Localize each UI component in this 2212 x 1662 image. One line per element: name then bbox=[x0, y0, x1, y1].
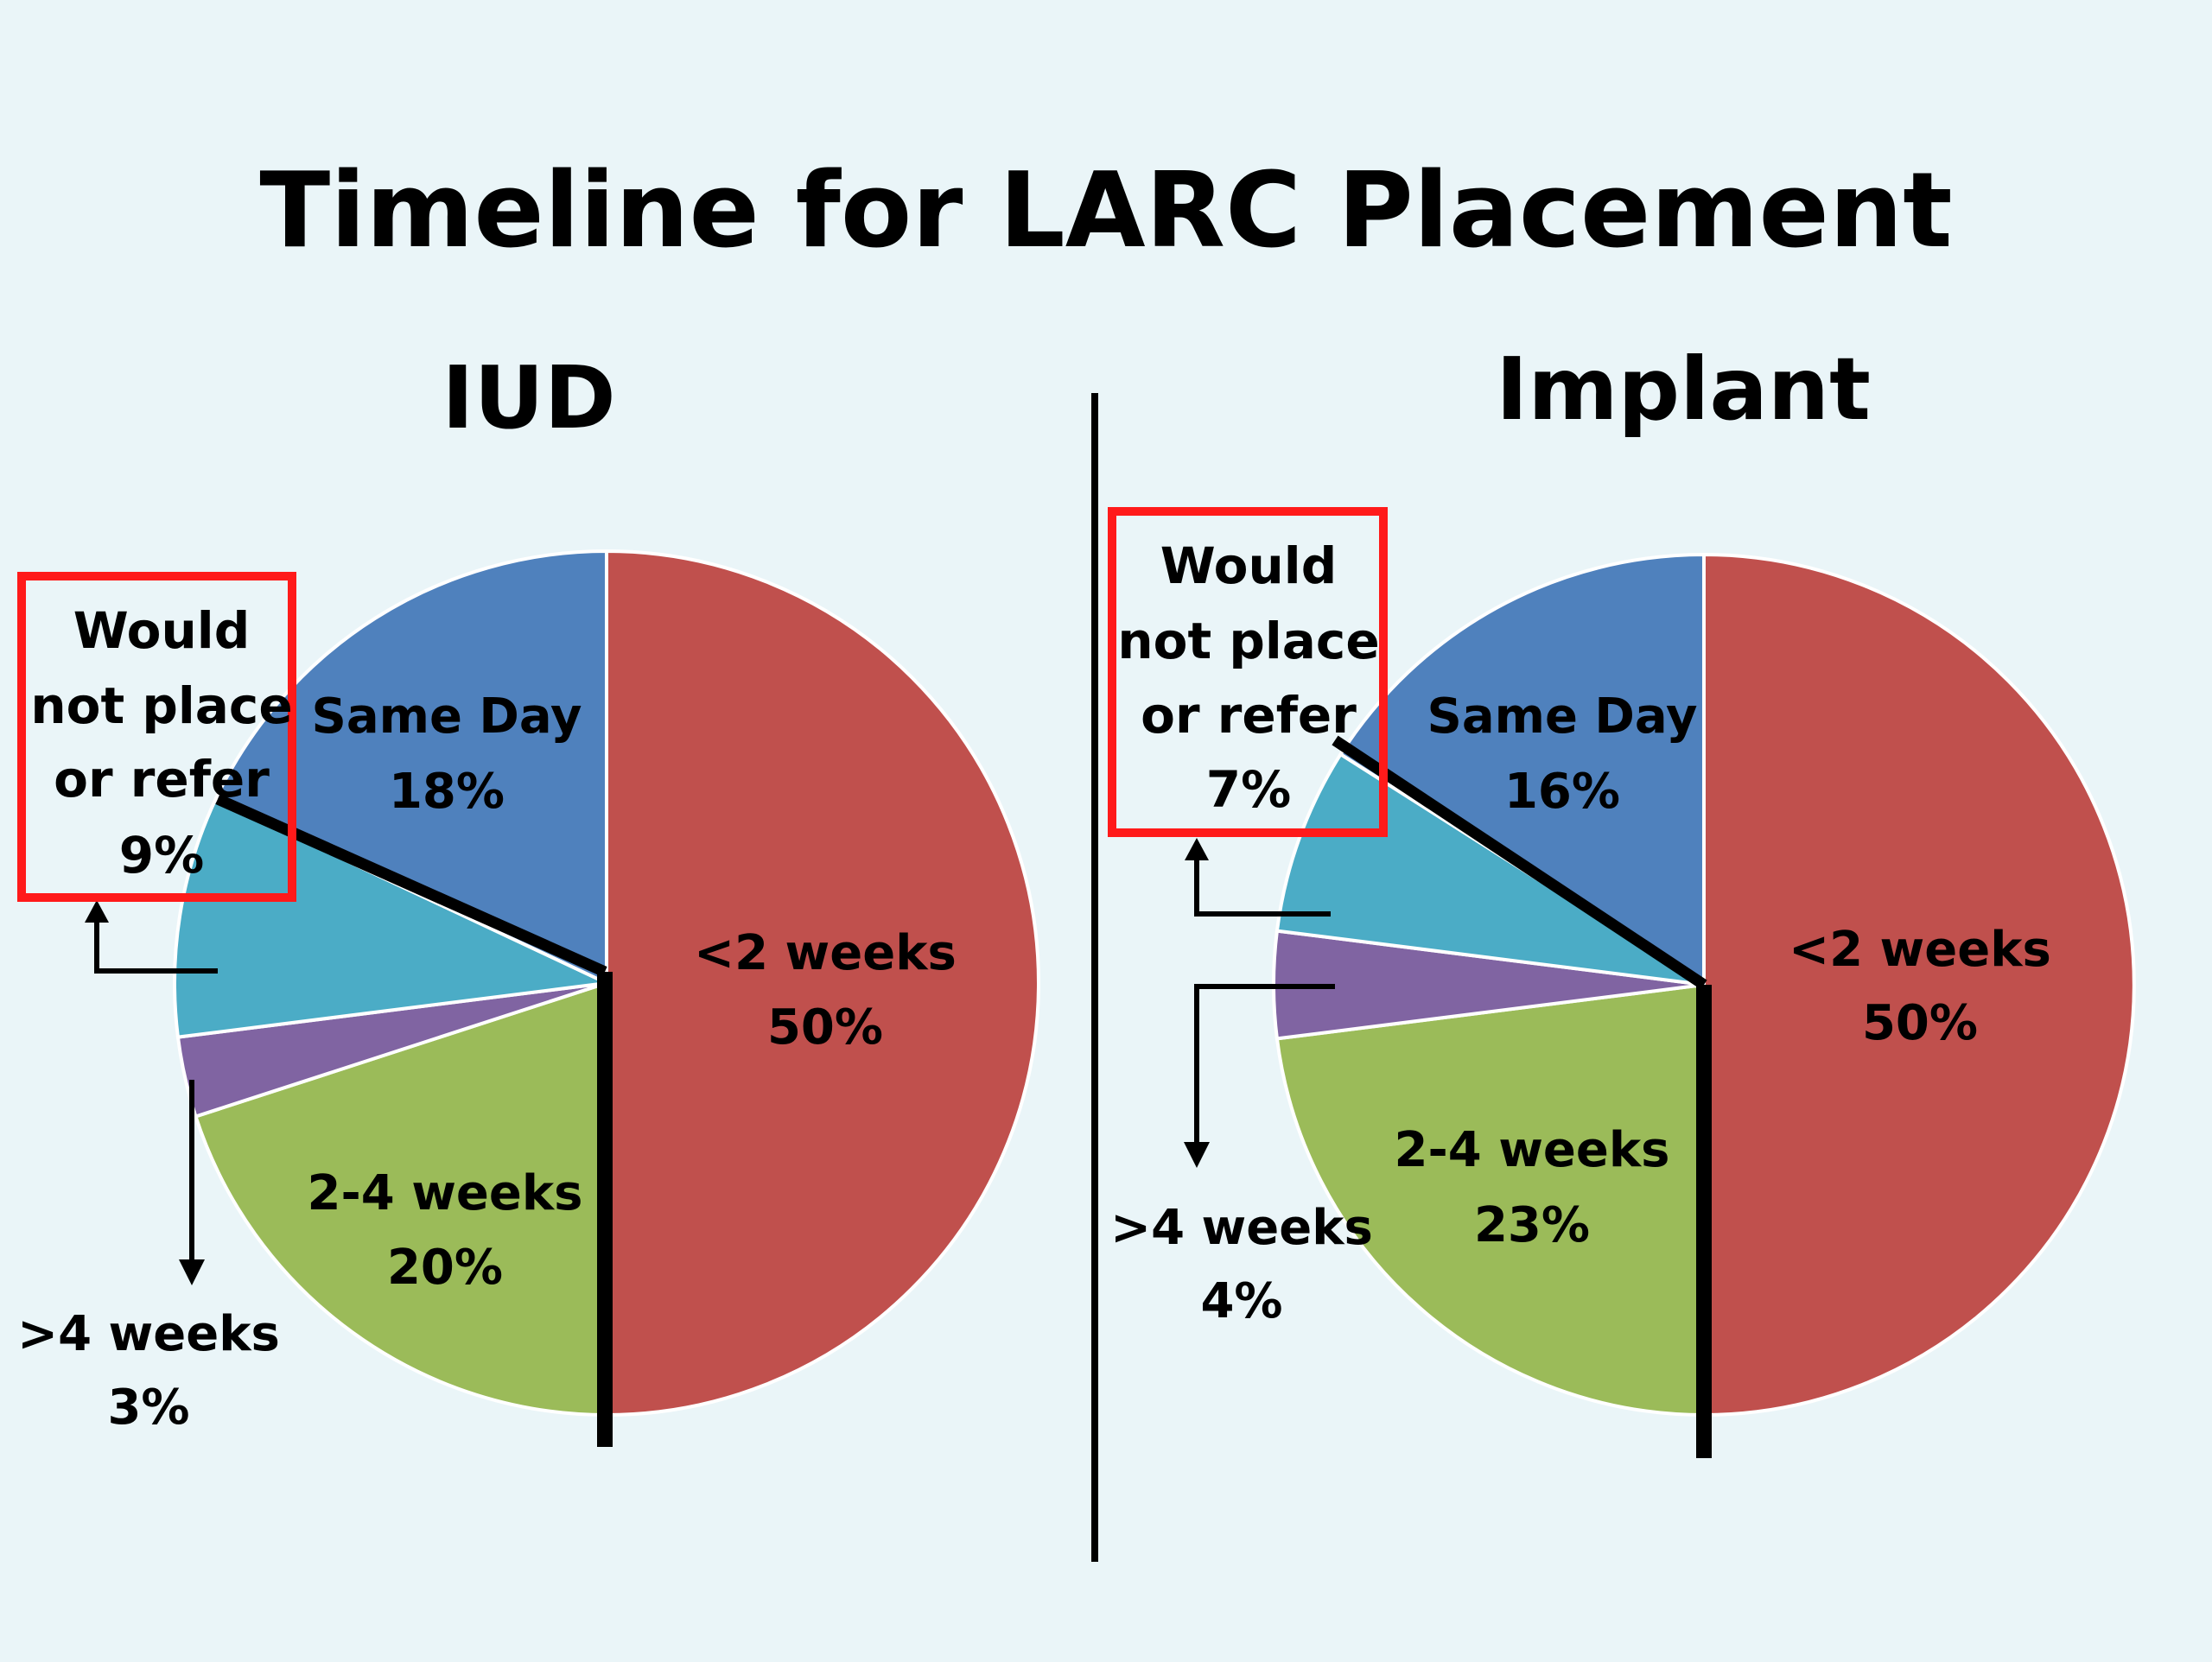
iud-sameday-value: 18% bbox=[389, 764, 505, 820]
implant-sameday-label: Same Day bbox=[1427, 688, 1697, 745]
iud-wouldnot-label-line1: Would bbox=[73, 601, 250, 660]
implant-wouldnot-pointer bbox=[1194, 855, 1331, 917]
slide-title: Timeline for LARC Placement bbox=[259, 151, 1952, 271]
implant-wouldnot-arrowhead bbox=[1185, 838, 1209, 860]
iud-gt4weeks-label: >4 weeks bbox=[17, 1306, 280, 1362]
iud-pie bbox=[173, 549, 1040, 1418]
iud-wouldnot-pointer bbox=[94, 916, 218, 974]
implant-2to4weeks-value: 23% bbox=[1474, 1197, 1590, 1253]
iud-2to4weeks-value: 20% bbox=[387, 1240, 503, 1296]
iud-wouldnot-label-line3: or refer bbox=[54, 750, 270, 809]
implant-wouldnot-label-line2: not place bbox=[1117, 612, 1379, 670]
iud-chart-title: IUD bbox=[442, 347, 615, 448]
iud-slice-weeks2to4 bbox=[193, 980, 608, 1418]
implant-gt4weeks-label: >4 weeks bbox=[1110, 1200, 1373, 1256]
implant-gt4-pointer bbox=[1194, 984, 1335, 1142]
iud-gt4weeks-value: 3% bbox=[107, 1380, 189, 1436]
implant-chart-title: Implant bbox=[1496, 339, 1871, 440]
iud-gt4-arrowhead bbox=[179, 1259, 205, 1285]
implant-wouldnot-highlight-box bbox=[1108, 507, 1388, 837]
implant-lt2weeks-value: 50% bbox=[1862, 995, 1978, 1051]
iud-slice-sameday bbox=[213, 549, 608, 986]
implant-slice-weeks2to4 bbox=[1274, 982, 1706, 1418]
iud-lt2weeks-value: 50% bbox=[767, 999, 883, 1056]
implant-gt4weeks-value: 4% bbox=[1200, 1273, 1282, 1329]
iud-wouldnot-arrowhead bbox=[85, 900, 109, 923]
iud-lt2weeks-label: <2 weeks bbox=[694, 925, 957, 981]
iud-diagonal-leader bbox=[215, 794, 607, 977]
iud-sameday-label: Same Day bbox=[311, 688, 582, 745]
iud-wouldnot-label-line2: not place bbox=[30, 676, 292, 735]
implant-wouldnot-value: 7% bbox=[1206, 760, 1291, 819]
iud-wouldnot-highlight-box bbox=[17, 572, 296, 902]
iud-slice-lt2weeks bbox=[605, 549, 1040, 1418]
implant-slice-sameday bbox=[1338, 552, 1706, 988]
iud-wouldnot-value: 9% bbox=[119, 826, 204, 885]
implant-pie bbox=[1272, 552, 2136, 1418]
implant-gt4-arrowhead bbox=[1184, 1142, 1210, 1168]
implant-wouldnot-label-line3: or refer bbox=[1141, 686, 1357, 745]
implant-lt2weeks-label: <2 weeks bbox=[1789, 922, 2051, 978]
implant-slice-lt2weeks bbox=[1702, 552, 2136, 1418]
iud-slice-wouldnot bbox=[173, 796, 613, 1039]
implant-2to4weeks-label: 2-4 weeks bbox=[1395, 1122, 1670, 1178]
implant-sameday-value: 16% bbox=[1504, 764, 1620, 820]
iud-2to4weeks-label: 2-4 weeks bbox=[308, 1165, 583, 1221]
implant-diagonal-leader bbox=[1332, 735, 1707, 990]
implant-wouldnot-label-line1: Would bbox=[1160, 536, 1337, 595]
